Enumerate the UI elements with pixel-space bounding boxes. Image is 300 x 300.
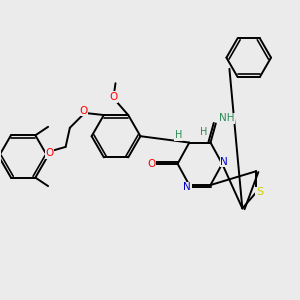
Text: O: O <box>147 159 155 169</box>
Text: S: S <box>256 188 263 197</box>
Text: O: O <box>109 92 118 102</box>
Text: O: O <box>46 148 54 158</box>
Text: H: H <box>175 130 182 140</box>
Text: H: H <box>200 127 208 137</box>
Text: N: N <box>220 157 228 167</box>
Text: NH: NH <box>219 113 235 123</box>
Text: N: N <box>183 182 191 192</box>
Text: O: O <box>80 106 88 116</box>
